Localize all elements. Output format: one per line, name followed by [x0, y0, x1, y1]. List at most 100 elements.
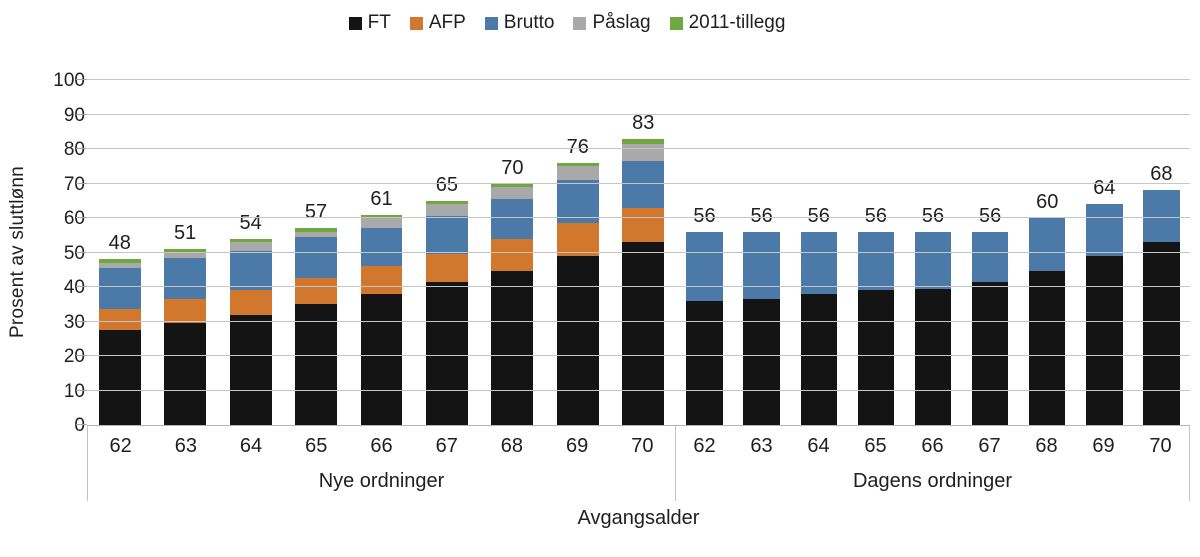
bar-segment-AFP — [425, 254, 468, 282]
bar-segment-Brutto — [622, 161, 665, 208]
y-tick-label: 80 — [63, 139, 85, 160]
bar-segment-2011-tillegg — [229, 238, 272, 243]
stacked-bar — [98, 259, 141, 425]
bar-group-nye: 48 51 54 57 61 65 70 76 83 — [87, 80, 676, 425]
gridline — [87, 79, 1190, 80]
legend-swatch-icon — [484, 16, 498, 30]
x-group-cell: 62 63 64 65 66 67 68 69 70 Dagens ordninger — [676, 426, 1190, 501]
y-tick-label: 90 — [63, 104, 85, 126]
bar-segment-FT — [857, 290, 895, 425]
bar-segment-Brutto — [295, 236, 337, 279]
gridline — [87, 217, 1190, 218]
x-tick-label: 65 — [864, 435, 887, 457]
bar-segment-FT — [98, 330, 141, 425]
stacked-bar — [295, 228, 337, 425]
x-tick-label: 63 — [750, 435, 773, 457]
bar-segment-AFP — [229, 290, 272, 315]
x-axis-labels-area: 62 63 64 65 66 67 68 69 70 Nye ordninger 62 63 64 65 6… — [87, 425, 1190, 501]
stacked-bar — [491, 183, 534, 425]
y-axis-tick — [76, 286, 87, 287]
bar-segment-Brutto — [971, 231, 1009, 282]
legend-item-AFP: AFP — [409, 12, 466, 34]
bar-segment-2011-tillegg — [295, 228, 337, 232]
bar-slot: 56 — [733, 80, 790, 425]
bar-segment-FT — [360, 293, 403, 425]
bar-total-label: 83 — [632, 111, 655, 134]
bar-segment-FT — [622, 242, 665, 425]
bar-total-label: 56 — [864, 204, 887, 227]
bar-segment-Påslag — [622, 143, 665, 162]
y-tick-label: 40 — [63, 277, 85, 298]
legend-swatch-icon — [348, 16, 362, 30]
bar-segment-2011-tillegg — [98, 259, 141, 263]
gridline — [87, 148, 1190, 149]
bar-segment-FT — [491, 271, 534, 425]
bar-segment-AFP — [491, 238, 534, 272]
y-axis-tick — [76, 148, 87, 149]
stacked-bar — [1143, 190, 1180, 425]
bar-segment-AFP — [556, 223, 599, 256]
stacked-bar — [686, 231, 723, 425]
x-tick-label: 67 — [435, 435, 458, 457]
legend-swatch-icon — [409, 16, 423, 30]
bar-segment-AFP — [622, 207, 665, 243]
bar-segment-Påslag — [229, 242, 272, 251]
bar-segment-Brutto — [686, 231, 723, 301]
y-tick-label: 60 — [63, 208, 85, 229]
bar-total-label: 56 — [807, 204, 830, 227]
legend-label: AFP — [428, 12, 466, 33]
y-axis-title: Prosent av sluttlønn — [7, 166, 28, 338]
stacked-bar — [556, 162, 599, 425]
bar-segment-Brutto — [556, 180, 599, 224]
legend-item-FT: FT — [348, 12, 391, 34]
chart-main: Prosent av sluttlønn 0 10 20 30 40 50 60 70 80 90… — [0, 71, 1200, 530]
gridline — [87, 286, 1190, 287]
bar-segment-Påslag — [164, 252, 207, 258]
legend-item-Påslag: Påslag — [573, 12, 651, 34]
bar-slot: 54 — [218, 80, 283, 425]
bar-segment-2011-tillegg — [425, 200, 468, 205]
y-tick-label: 10 — [63, 380, 85, 402]
bar-segment-2011-tillegg — [360, 214, 403, 219]
x-tick-label: 68 — [500, 435, 524, 457]
bar-segment-FT — [743, 299, 780, 425]
stacked-bar — [622, 138, 665, 425]
gridline — [87, 389, 1190, 391]
y-tick-label: 50 — [63, 242, 85, 264]
gridline — [87, 251, 1190, 253]
bar-segment-2011-tillegg — [491, 183, 534, 187]
stacked-bar-chart: FT AFP Brutto Påslag 2011-tillegg Prosent av… — [0, 9, 1200, 557]
stacked-bar — [800, 231, 838, 425]
bar-segment-Brutto — [857, 231, 895, 291]
bar-slot: 56 — [790, 80, 847, 425]
x-tick-label: 64 — [807, 435, 830, 457]
gridline — [87, 113, 1190, 115]
stacked-bar — [1086, 204, 1123, 425]
bar-segment-Brutto — [164, 257, 207, 300]
y-axis-tick — [76, 355, 87, 356]
bar-segment-FT — [800, 293, 838, 425]
bar-segment-AFP — [360, 266, 403, 294]
bar-total-label: 51 — [174, 222, 197, 245]
bar-total-label: 54 — [239, 211, 262, 234]
y-tick-label: 70 — [63, 173, 85, 195]
bar-total-label: 48 — [108, 232, 131, 255]
stacked-bar — [164, 249, 207, 425]
legend-swatch-icon — [669, 16, 683, 30]
bar-total-label: 70 — [501, 156, 524, 179]
bar-segment-Påslag — [491, 186, 534, 200]
legend-item-Brutto: Brutto — [484, 12, 554, 34]
legend-item-2011-tillegg: 2011-tillegg — [669, 12, 786, 34]
bar-segment-Brutto — [491, 199, 534, 239]
age-labels-row: 62 63 64 65 66 67 68 69 70 — [676, 426, 1189, 468]
bar-total-label: 56 — [978, 204, 1002, 227]
legend-label: 2011-tillegg — [688, 12, 786, 33]
bar-segment-FT — [914, 288, 952, 425]
bar-segment-Brutto — [1143, 190, 1180, 243]
bar-segment-FT — [1028, 271, 1066, 425]
bar-slot: 56 — [904, 80, 961, 425]
bar-slot: 56 — [962, 80, 1019, 425]
gridline — [87, 320, 1190, 322]
y-tick-label: 30 — [63, 311, 85, 333]
gridline — [87, 355, 1190, 356]
